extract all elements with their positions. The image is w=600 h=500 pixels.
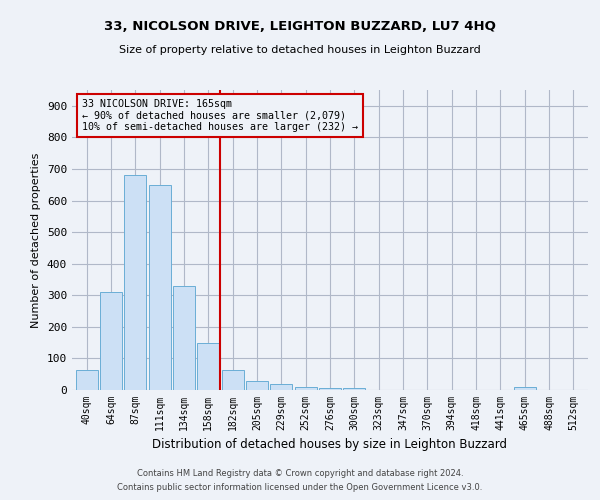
Text: 33 NICOLSON DRIVE: 165sqm
← 90% of detached houses are smaller (2,079)
10% of se: 33 NICOLSON DRIVE: 165sqm ← 90% of detac… xyxy=(82,99,358,132)
Bar xyxy=(514,387,536,390)
Bar xyxy=(173,286,195,390)
Bar xyxy=(343,388,365,390)
Bar xyxy=(271,384,292,390)
Bar xyxy=(246,380,268,390)
Bar xyxy=(295,387,317,390)
Text: Size of property relative to detached houses in Leighton Buzzard: Size of property relative to detached ho… xyxy=(119,45,481,55)
Text: Contains HM Land Registry data © Crown copyright and database right 2024.: Contains HM Land Registry data © Crown c… xyxy=(137,468,463,477)
Bar xyxy=(221,370,244,390)
Bar xyxy=(100,292,122,390)
Bar xyxy=(319,388,341,390)
Bar xyxy=(197,344,219,390)
Text: 33, NICOLSON DRIVE, LEIGHTON BUZZARD, LU7 4HQ: 33, NICOLSON DRIVE, LEIGHTON BUZZARD, LU… xyxy=(104,20,496,33)
X-axis label: Distribution of detached houses by size in Leighton Buzzard: Distribution of detached houses by size … xyxy=(152,438,508,452)
Text: Contains public sector information licensed under the Open Government Licence v3: Contains public sector information licen… xyxy=(118,484,482,492)
Bar xyxy=(124,176,146,390)
Bar xyxy=(76,370,98,390)
Y-axis label: Number of detached properties: Number of detached properties xyxy=(31,152,41,328)
Bar xyxy=(149,184,170,390)
